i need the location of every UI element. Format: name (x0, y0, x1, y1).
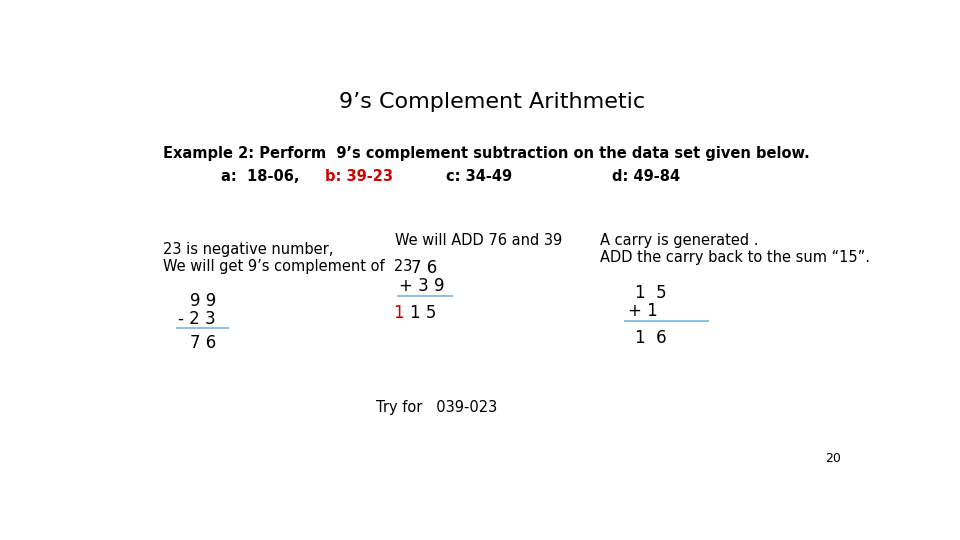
Text: - 2 3: - 2 3 (179, 309, 216, 328)
Text: Try for   039-023: Try for 039-023 (375, 400, 497, 415)
Text: 9’s Complement Arithmetic: 9’s Complement Arithmetic (339, 92, 645, 112)
Text: b: 39-23: b: 39-23 (325, 168, 394, 184)
Text: 1: 1 (393, 303, 403, 321)
Text: We will get 9’s complement of  23: We will get 9’s complement of 23 (162, 259, 412, 274)
Text: 1 5: 1 5 (410, 303, 436, 321)
Text: We will ADD 76 and 39: We will ADD 76 and 39 (396, 233, 563, 248)
Text: 7 6: 7 6 (190, 334, 216, 352)
Text: 7 6: 7 6 (411, 259, 437, 277)
Text: 1  6: 1 6 (636, 329, 667, 347)
Text: A carry is generated .: A carry is generated . (601, 233, 759, 248)
Text: + 1: + 1 (628, 302, 658, 320)
Text: ADD the carry back to the sum “15”.: ADD the carry back to the sum “15”. (601, 249, 871, 265)
Text: 20: 20 (825, 452, 841, 465)
Text: a:  18-06,: a: 18-06, (221, 168, 300, 184)
Text: 23 is negative number,: 23 is negative number, (162, 242, 333, 257)
Text: c: 34-49: c: 34-49 (445, 168, 512, 184)
Text: 9 9: 9 9 (190, 292, 216, 310)
Text: Example 2: Perform  9’s complement subtraction on the data set given below.: Example 2: Perform 9’s complement subtra… (162, 146, 809, 161)
Text: 1  5: 1 5 (636, 284, 667, 302)
Text: d: 49-84: d: 49-84 (612, 168, 681, 184)
Text: + 3 9: + 3 9 (399, 276, 444, 294)
